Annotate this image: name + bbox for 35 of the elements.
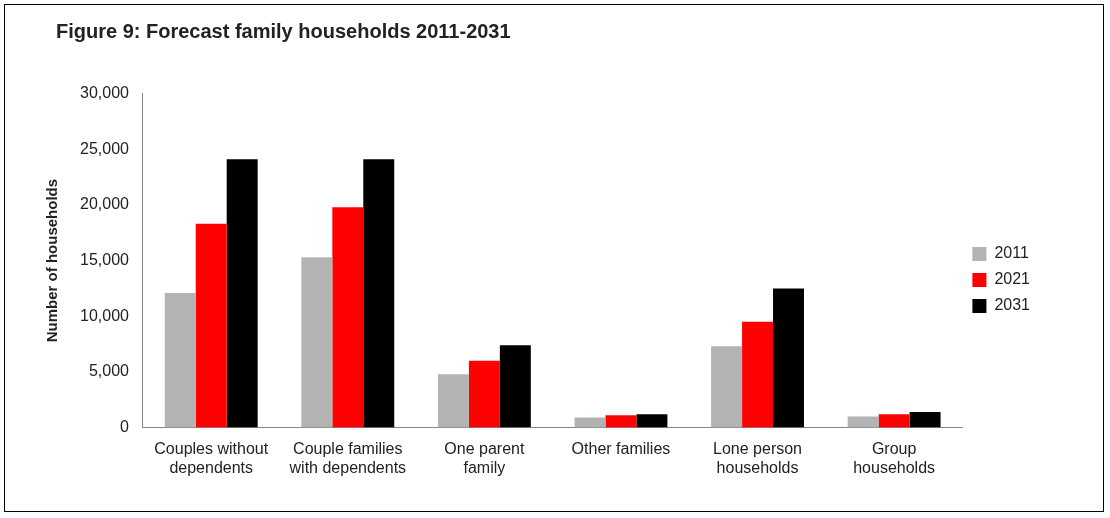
bar bbox=[164, 292, 196, 428]
legend-label: 2011 bbox=[994, 244, 1029, 262]
bar bbox=[195, 223, 227, 428]
x-tick-label: Lone person households bbox=[713, 439, 803, 476]
chart-title: Figure 9: Forecast family households 2011-2031 bbox=[56, 20, 511, 43]
bar bbox=[226, 159, 258, 428]
bar bbox=[332, 207, 364, 428]
bar bbox=[878, 414, 910, 428]
y-axis-title: Number of households bbox=[43, 178, 61, 343]
bar bbox=[499, 345, 531, 428]
bar bbox=[301, 257, 333, 428]
bar bbox=[636, 414, 668, 428]
x-tick-label: One parent family bbox=[444, 439, 525, 476]
x-tick-label: Other families bbox=[571, 439, 671, 457]
bar bbox=[605, 415, 637, 428]
y-tick-label: 30,000 bbox=[80, 84, 130, 102]
y-tick-label: 20,000 bbox=[80, 195, 130, 213]
y-tick-label: 0 bbox=[120, 418, 130, 436]
bar bbox=[742, 321, 774, 428]
x-tick-label: Couple families with dependents bbox=[288, 439, 407, 476]
x-tick-label: Group households bbox=[853, 439, 936, 476]
y-tick-label: 15,000 bbox=[80, 251, 130, 269]
bar bbox=[437, 374, 469, 428]
bar bbox=[468, 360, 500, 428]
x-tick-label: Couples without dependents bbox=[154, 439, 269, 476]
legend-label: 2031 bbox=[994, 296, 1031, 314]
bar bbox=[773, 288, 804, 428]
y-tick-label: 10,000 bbox=[80, 306, 130, 324]
y-tick-label: 25,000 bbox=[80, 139, 130, 157]
legend-label: 2021 bbox=[994, 270, 1031, 288]
y-tick-label: 5,000 bbox=[88, 362, 130, 380]
bar bbox=[909, 412, 941, 428]
bar bbox=[847, 416, 879, 428]
bar bbox=[711, 346, 743, 428]
bar bbox=[363, 159, 395, 428]
